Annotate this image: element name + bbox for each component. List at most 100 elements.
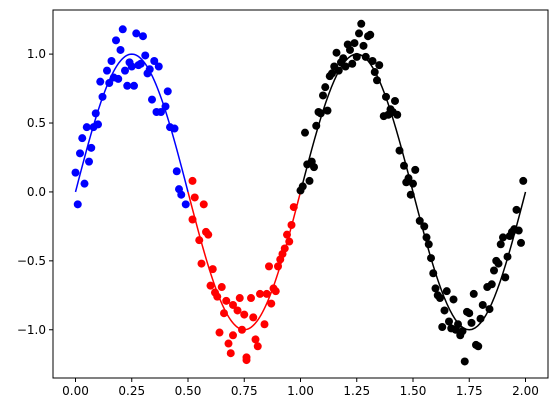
data-point [503,252,512,261]
x-tick-label: 1.50 [400,384,427,398]
y-axis: −1.0 −0.5 0.0 0.5 1.0 [17,47,53,337]
data-point [476,314,485,323]
data-point [220,309,228,318]
data-point [334,66,343,75]
data-point [514,226,523,235]
data-point [121,66,129,75]
data-point [406,190,415,199]
fit-line-0 [74,53,189,193]
data-point [400,161,408,170]
data-point [485,305,494,314]
data-point [454,320,462,329]
data-point [85,157,93,166]
data-point [323,106,332,115]
x-tick-label: 0.25 [118,384,145,398]
data-point [114,74,123,83]
data-point [339,54,348,63]
data-point [256,289,264,298]
data-point [319,91,327,100]
data-point [78,134,87,143]
data-point [420,222,429,231]
data-point [496,240,505,249]
data-point [197,259,206,268]
data-point [127,62,136,71]
data-point [490,266,498,275]
data-point [427,254,435,263]
data-point [150,57,159,65]
data-point [217,283,226,292]
data-point [141,51,150,60]
data-point [139,32,147,41]
data-point [242,356,251,365]
data-point [348,59,357,68]
data-point [73,200,82,209]
data-point [494,259,503,268]
data-point [436,294,444,303]
y-tick-label: 0.0 [27,185,46,199]
data-point [130,81,138,90]
data-point [118,25,127,34]
data-point [274,262,282,271]
data-point [229,300,237,309]
data-point [116,45,125,54]
data-point [213,292,222,301]
plot-area [71,19,528,366]
data-point [240,310,249,319]
data-point [359,41,368,50]
data-point [161,102,170,111]
data-point [478,300,487,309]
data-point [474,342,483,351]
data-point [267,299,276,308]
x-tick-label: 2.00 [512,384,539,398]
data-point [361,52,370,61]
data-point [305,176,314,185]
data-point [355,29,363,38]
data-point [188,215,197,224]
x-tick-label: 1.00 [287,384,314,398]
data-point [368,57,377,65]
data-point [265,262,273,271]
data-point [280,244,289,253]
data-point [301,128,309,137]
data-point [82,123,91,132]
series-0 [71,25,190,209]
data-point [260,320,269,329]
data-point [312,121,321,130]
data-point [458,327,467,336]
x-tick-label: 1.25 [343,384,370,398]
data-point [103,66,111,75]
data-point [298,182,307,191]
data-point [445,317,453,326]
data-point [98,92,107,101]
data-point [91,109,100,118]
data-point [105,79,114,88]
data-point [80,179,89,188]
data-point [328,69,336,78]
data-point [195,236,204,245]
data-point [373,76,381,85]
x-tick-label: 0.50 [175,384,202,398]
data-point [107,57,116,65]
data-point [249,313,258,322]
data-point [352,52,361,61]
data-point [422,233,431,242]
data-point [71,168,80,177]
data-point [465,309,474,318]
y-tick-label: 1.0 [27,47,46,61]
data-point [289,203,298,212]
data-point [132,29,141,38]
data-point [199,200,208,209]
data-point [424,240,433,249]
data-point [411,165,420,174]
x-tick-label: 0.75 [231,384,258,398]
data-point [247,294,255,303]
data-point [375,61,384,70]
data-point [154,62,163,71]
data-point [440,306,449,315]
data-point [204,230,213,239]
data-point [467,318,476,327]
y-tick-label: 0.5 [27,116,46,130]
data-point [224,339,233,348]
y-tick-label: −1.0 [17,323,46,337]
